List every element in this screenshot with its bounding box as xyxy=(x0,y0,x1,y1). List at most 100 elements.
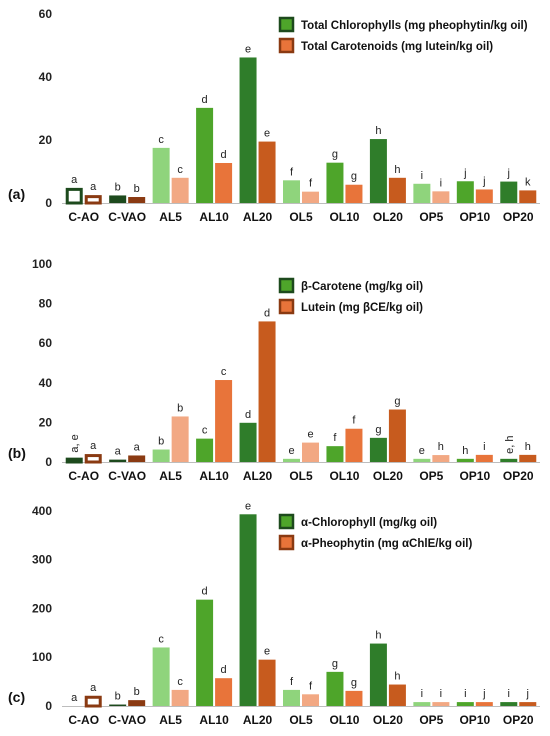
significance-letter: d xyxy=(245,409,251,421)
bar-al5-series-2 xyxy=(171,689,189,706)
x-tick-label: OP10 xyxy=(459,210,490,224)
bar-c-vao-series-1 xyxy=(109,459,127,462)
significance-letter: h xyxy=(438,441,444,453)
significance-letter: a xyxy=(71,692,78,704)
x-tick-label: C-AO xyxy=(68,210,99,224)
y-tick-label: 60 xyxy=(39,7,53,21)
bar-op10-series-1 xyxy=(456,181,474,203)
panel-label: (c) xyxy=(8,689,25,705)
y-tick-label: 100 xyxy=(32,650,52,664)
y-tick-label: 40 xyxy=(39,70,53,84)
bar-op10-series-2 xyxy=(475,454,493,462)
x-tick-label: OL20 xyxy=(373,469,403,483)
x-tick-label: OL5 xyxy=(289,713,313,727)
x-tick-label: AL10 xyxy=(199,713,229,727)
bar-op20-series-1 xyxy=(500,181,518,203)
y-tick-label: 80 xyxy=(39,297,53,311)
significance-letter: e xyxy=(264,646,270,658)
significance-letter: f xyxy=(309,680,313,692)
x-tick-label: OP5 xyxy=(419,210,443,224)
bar-ol5-series-1 xyxy=(283,689,300,706)
x-tick-label: OL5 xyxy=(289,469,313,483)
significance-letter: c xyxy=(158,134,164,146)
significance-letter: d xyxy=(221,664,227,676)
legend-swatch xyxy=(278,298,295,315)
significance-letter: a xyxy=(90,682,97,694)
significance-letter: h xyxy=(525,441,531,453)
bar-al5-series-1 xyxy=(152,647,170,706)
significance-letter: c xyxy=(221,366,227,378)
y-tick-label: 100 xyxy=(32,257,52,271)
bar-op20-series-2 xyxy=(519,454,537,462)
bar-ol5-series-1 xyxy=(283,180,300,203)
x-tick-label: OL10 xyxy=(329,469,359,483)
y-tick-label: 200 xyxy=(32,601,52,615)
significance-letter: i xyxy=(483,441,485,453)
legend-swatch xyxy=(278,534,295,551)
bar-al10-series-2 xyxy=(215,380,233,462)
bar-c-vao-series-2 xyxy=(128,197,146,203)
bar-c-ao-series-2 xyxy=(84,454,102,464)
bar-ol5-series-2 xyxy=(302,191,319,203)
bar-ol20-series-2 xyxy=(388,684,406,706)
significance-letter: f xyxy=(290,676,294,688)
significance-letter: h xyxy=(394,671,400,683)
panel-label: (a) xyxy=(8,186,25,202)
x-tick-label: OL10 xyxy=(329,713,359,727)
x-tick-label: OL20 xyxy=(373,210,403,224)
significance-letter: j xyxy=(526,688,529,700)
significance-letter: g xyxy=(351,171,357,183)
x-tick-label: AL20 xyxy=(243,210,273,224)
bar-ol20-series-2 xyxy=(388,409,406,462)
bar-al5-series-2 xyxy=(171,177,189,203)
significance-letter: h xyxy=(375,630,381,642)
x-tick-label: AL10 xyxy=(199,469,229,483)
y-tick-label: 0 xyxy=(45,455,52,469)
bar-ol10-series-1 xyxy=(326,446,344,462)
bar-ol10-series-2 xyxy=(345,690,363,706)
legend-label: Total Chlorophylls (mg pheophytin/kg oil… xyxy=(301,20,528,32)
significance-letter: b xyxy=(158,436,164,448)
bar-ol20-series-1 xyxy=(369,643,387,706)
bar-c-ao-series-1 xyxy=(65,457,83,464)
bar-c-ao-series-2 xyxy=(84,195,102,205)
bar-ol10-series-2 xyxy=(345,428,363,462)
y-tick-label: 20 xyxy=(39,133,53,147)
bar-op10-series-1 xyxy=(456,702,474,706)
significance-letter: i xyxy=(440,177,442,189)
significance-letter: g xyxy=(351,677,357,689)
x-tick-label: C-VAO xyxy=(108,469,146,483)
significance-letter: c xyxy=(202,425,208,437)
significance-letter: c xyxy=(158,633,164,645)
x-tick-label: AL5 xyxy=(159,713,182,727)
bar-op20-series-1 xyxy=(500,458,518,462)
significance-letter: g xyxy=(332,149,338,161)
bar-al10-series-1 xyxy=(196,438,214,462)
significance-letter: h xyxy=(394,164,400,176)
x-tick-label: AL5 xyxy=(159,210,182,224)
significance-letter: h xyxy=(375,125,381,137)
bar-al5-series-2 xyxy=(171,416,189,462)
legend-label: α-Pheophytin (mg αChlE/kg oil) xyxy=(301,538,472,550)
bar-ol20-series-2 xyxy=(388,177,406,203)
x-tick-label: OP10 xyxy=(459,469,490,483)
x-tick-label: C-VAO xyxy=(108,210,146,224)
bar-c-vao-series-2 xyxy=(128,455,146,462)
significance-letter: e xyxy=(264,128,270,140)
bar-c-ao-series-2 xyxy=(84,695,102,708)
y-tick-label: 0 xyxy=(45,699,52,713)
bar-op10-series-2 xyxy=(475,189,493,203)
legend-label: β-Carotene (mg/kg oil) xyxy=(301,281,423,293)
significance-letter: c xyxy=(177,164,183,176)
bar-al5-series-1 xyxy=(152,147,170,203)
bar-op5-series-1 xyxy=(413,183,431,203)
bar-ol20-series-1 xyxy=(369,437,387,462)
bar-al20-series-2 xyxy=(258,321,276,462)
significance-letter: j xyxy=(482,175,485,187)
bar-ol10-series-1 xyxy=(326,162,344,203)
significance-letter: j xyxy=(463,167,466,179)
bar-op20-series-2 xyxy=(519,702,537,706)
x-tick-label: AL10 xyxy=(199,210,229,224)
significance-letter: d xyxy=(202,586,208,598)
